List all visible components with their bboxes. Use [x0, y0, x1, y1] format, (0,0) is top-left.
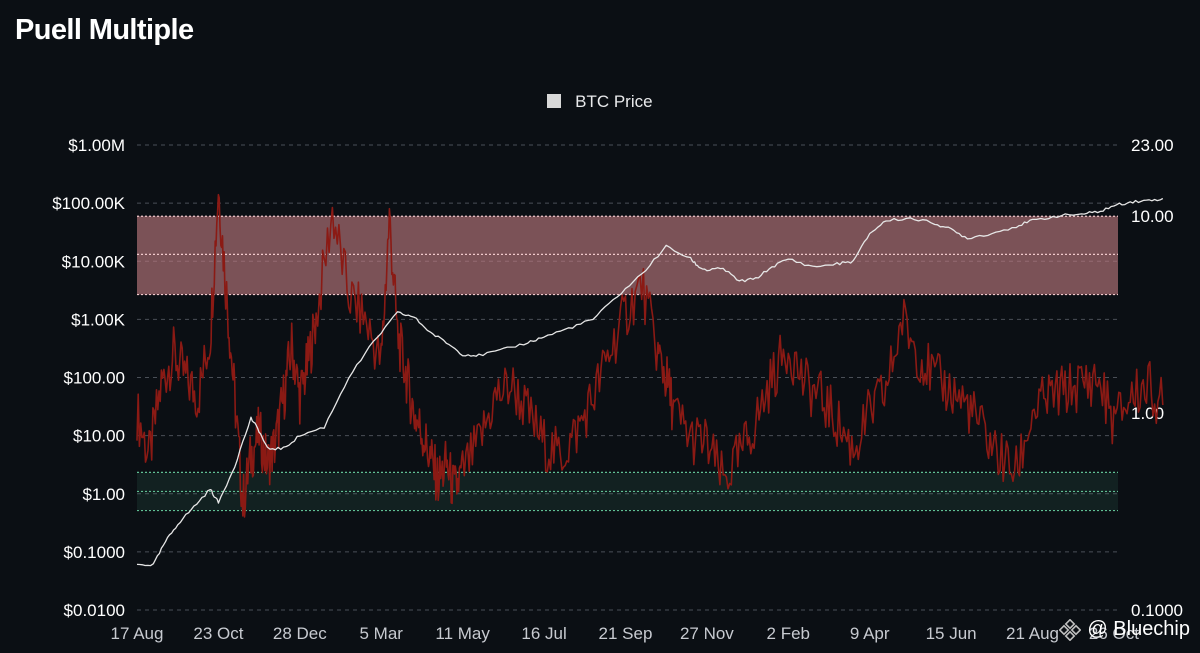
y-left-tick-label: $0.1000 — [64, 543, 125, 562]
x-tick-label: 21 Aug — [1006, 624, 1059, 643]
y-right-tick-label: 10.00 — [1131, 207, 1174, 226]
y-left-tick-label: $10.00 — [73, 427, 125, 446]
x-tick-label: 2 Feb — [767, 624, 810, 643]
y-right-tick-label: 0.1000 — [1131, 601, 1183, 620]
x-tick-label: 21 Sep — [599, 624, 653, 643]
y-left-tick-label: $100.00 — [64, 369, 125, 388]
x-tick-label: 23 Oct — [193, 624, 243, 643]
x-tick-label: 16 Jul — [521, 624, 566, 643]
y-left-tick-label: $0.0100 — [64, 601, 125, 620]
bluechip-logo-icon — [1059, 618, 1082, 641]
legend[interactable]: BTC Price — [0, 92, 1200, 112]
btc-price-line — [136, 197, 1164, 567]
y-right-tick-label: 1.00 — [1131, 404, 1164, 423]
x-tick-label: 11 May — [435, 624, 490, 643]
y-left-tick-label: $1.00 — [82, 485, 125, 504]
x-tick-label: 5 Mar — [359, 624, 403, 643]
puell-multiple-line — [136, 193, 1164, 518]
y-left-tick-label: $100.00K — [52, 194, 125, 213]
y-left-tick-label: $1.00K — [71, 310, 126, 329]
x-tick-label: 15 Jun — [926, 624, 977, 643]
chart-title: Puell Multiple — [15, 14, 194, 46]
legend-swatch — [547, 94, 562, 108]
x-tick-label: 26 Oct — [1089, 624, 1139, 643]
x-tick-label: 17 Aug — [111, 624, 164, 643]
y-left-tick-label: $10.00K — [62, 252, 126, 271]
y-right-tick-label: 23.00 — [1131, 136, 1174, 155]
x-tick-label: 9 Apr — [850, 624, 890, 643]
watermark: @ Bluechip — [1059, 618, 1190, 641]
overvalued-band — [137, 216, 1118, 295]
watermark-text: @ Bluechip — [1087, 618, 1190, 640]
x-tick-label: 28 Dec — [273, 624, 327, 643]
y-left-tick-label: $1.00M — [68, 136, 125, 155]
legend-label: BTC Price — [575, 92, 653, 111]
x-tick-label: 27 Nov — [680, 624, 734, 643]
